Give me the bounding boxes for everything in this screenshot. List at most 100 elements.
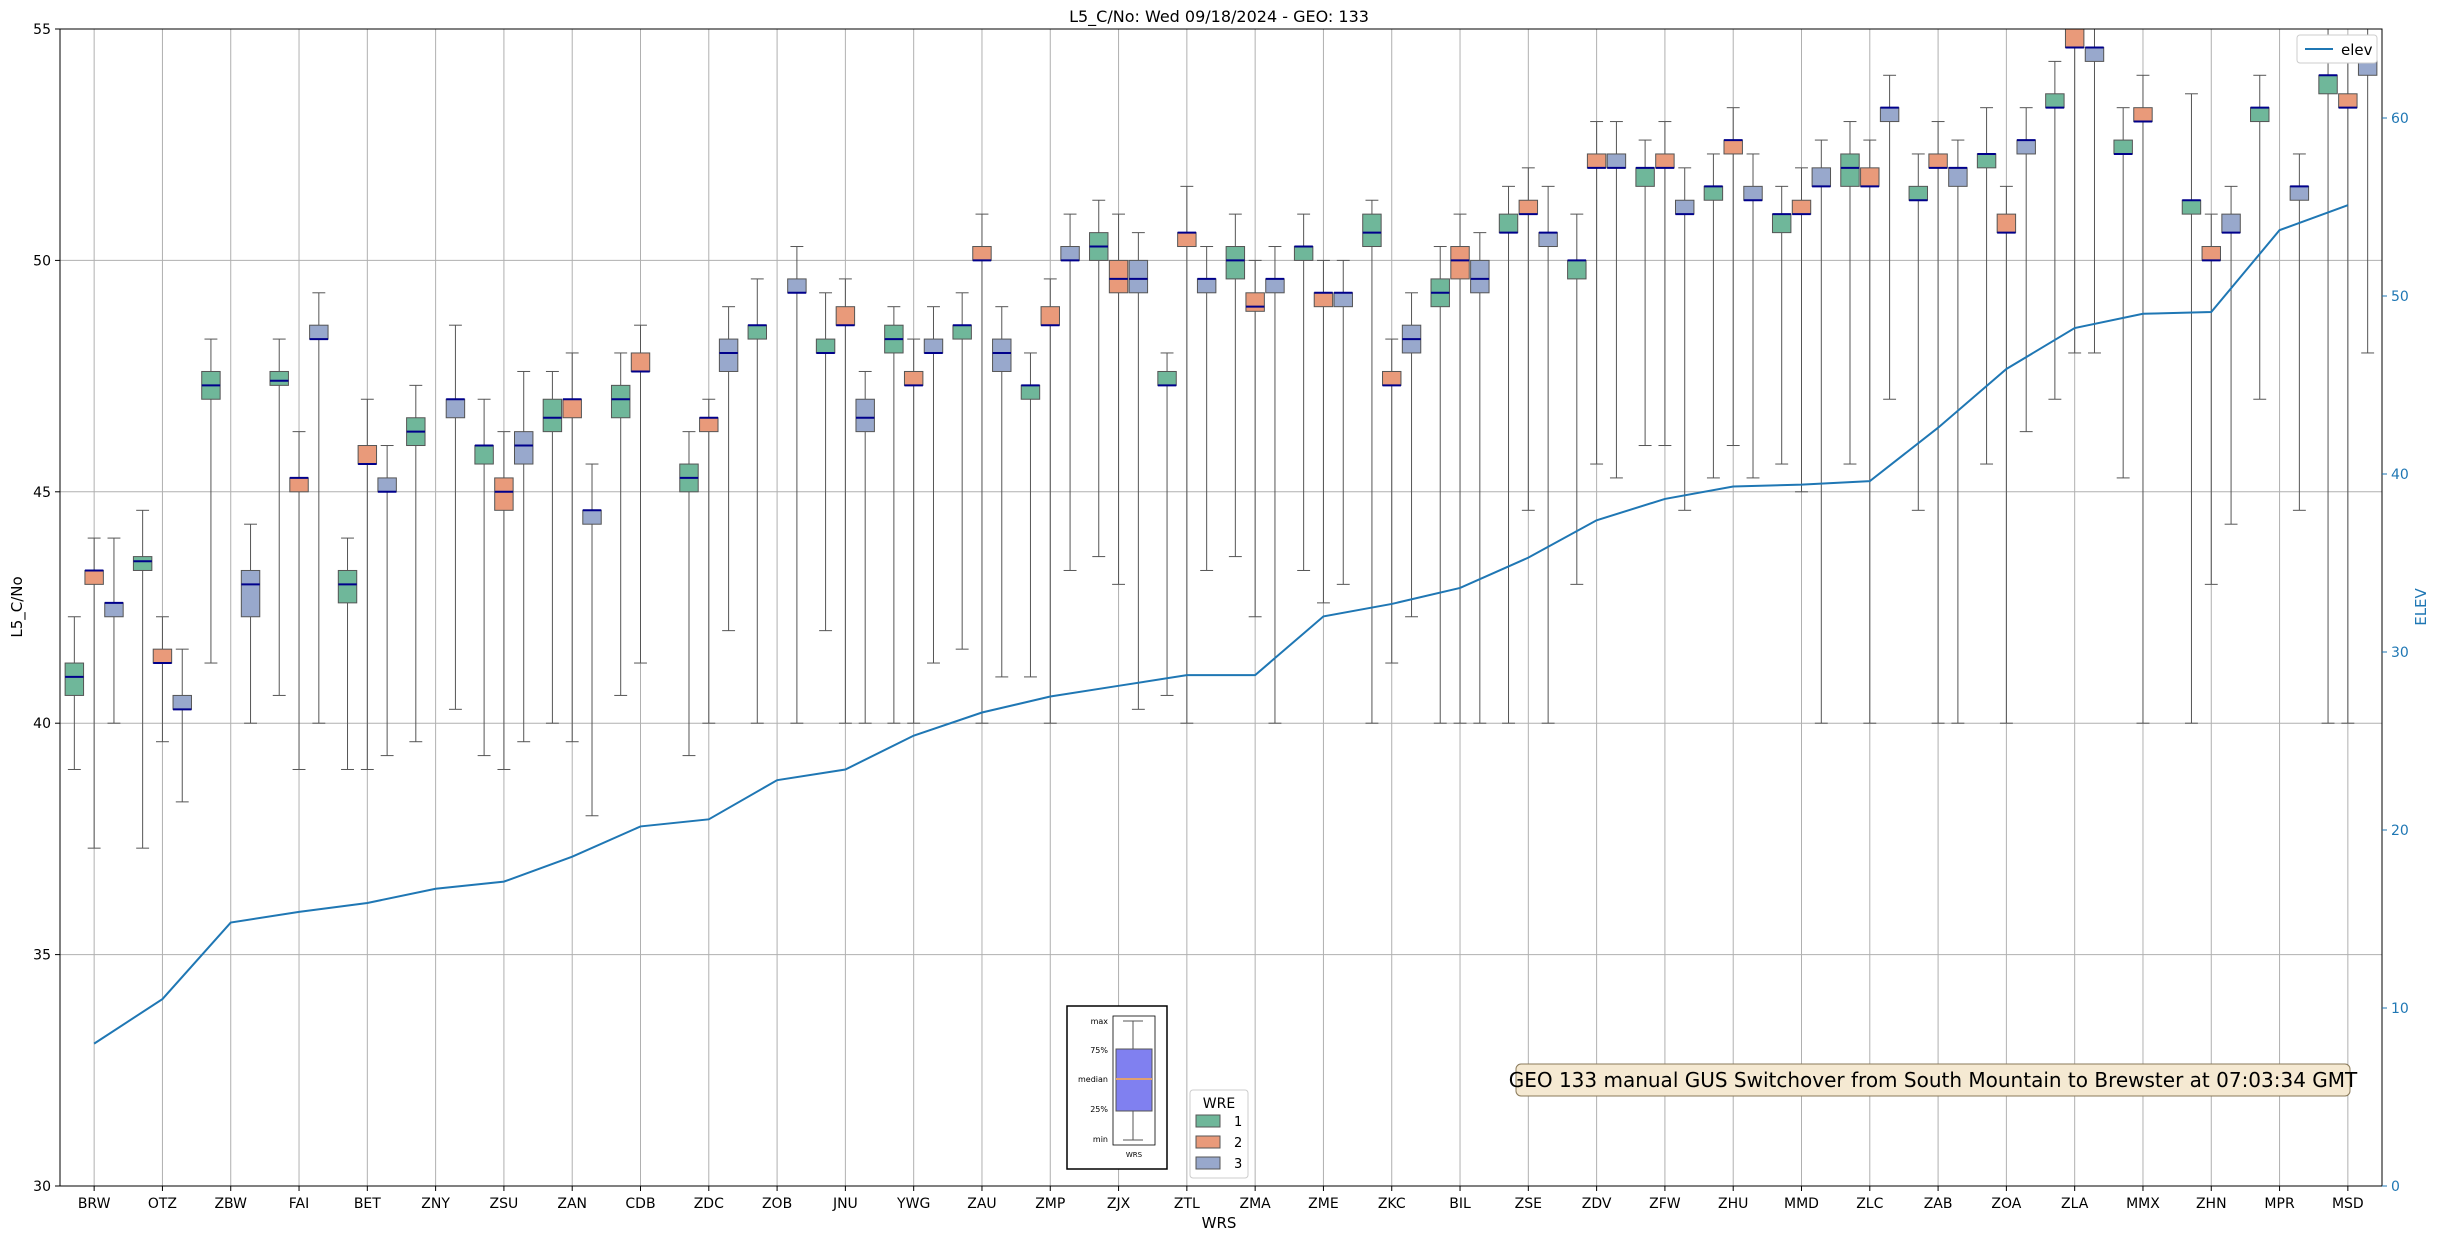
inset-label-median: median (1078, 1075, 1108, 1084)
x-tick-label: ZOA (1991, 1196, 2021, 1212)
plot-frame (59, 28, 2383, 1187)
x-tick-label: ZDC (694, 1196, 724, 1212)
box-wre-3 (1606, 153, 1627, 169)
inset-xlabel: WRS (1126, 1151, 1143, 1159)
box-wre-1 (1635, 167, 1655, 187)
box-wre-2 (1313, 292, 1334, 308)
box-wre-2 (2338, 93, 2358, 109)
box-wre-3 (1470, 259, 1490, 294)
box-wre-2 (903, 370, 924, 386)
box-wre-1 (1362, 213, 1382, 248)
box-wre-2 (2133, 107, 2153, 123)
box-wre-3 (582, 509, 602, 525)
x-tick-label: ZHU (1718, 1196, 1748, 1212)
box-wre-3 (2016, 139, 2036, 155)
x-tick-label: BIL (1449, 1196, 1471, 1212)
x-tick-label: ZAU (967, 1196, 996, 1212)
box-wre-1 (2181, 199, 2202, 215)
x-tick-label: ZME (1308, 1196, 1339, 1212)
box-wre-3 (104, 602, 124, 618)
elev-line (93, 204, 2349, 1045)
inset-label-q1: 25% (1090, 1105, 1108, 1114)
boxes (64, 28, 2378, 711)
chart-title: L5_C/No: Wed 09/18/2024 - GEO: 133 (1069, 7, 1369, 27)
box-wre-2 (1108, 259, 1129, 294)
box-wre-1 (1976, 153, 1997, 169)
box-wre-2 (2201, 246, 2221, 261)
box-wre-2 (1177, 232, 1197, 248)
box-wre-1 (1157, 370, 1177, 386)
x-tick-label: ZBW (214, 1196, 247, 1212)
y-axis-label: L5_C/No (8, 576, 27, 637)
y-tick-label: 30 (33, 1179, 51, 1195)
annotation-box: GEO 133 manual GUS Switchover from South… (1509, 1063, 2358, 1097)
box-wre-3 (1538, 232, 1558, 248)
box-wre-3 (2221, 213, 2241, 234)
box-wre-1 (1840, 153, 1860, 187)
y-tick-label: 40 (33, 716, 51, 732)
box-legend-items: 1 2 3 (1195, 1114, 1242, 1172)
x-tick-label: OTZ (148, 1196, 177, 1212)
x-tick-label: ZJX (1107, 1196, 1131, 1212)
y2-tick-label: 40 (2391, 467, 2409, 483)
x-tick-label: YWG (896, 1196, 930, 1212)
y-tick-label: 50 (33, 253, 51, 269)
box-wre-2 (357, 445, 378, 465)
box-wre-2 (1518, 199, 1539, 215)
box-wre-1 (269, 370, 289, 386)
box-wre-2 (1245, 292, 1265, 312)
x-tick-label: MPR (2264, 1196, 2295, 1212)
box-wre-2 (2064, 28, 2085, 49)
box-legend: WRE 1 2 3 (1189, 1089, 1249, 1179)
y-tick-label: 35 (33, 948, 51, 964)
box-wre-2 (1655, 153, 1675, 169)
box-wre-1 (1567, 259, 1587, 280)
box-wre-1 (747, 324, 768, 340)
box-wre-3 (1060, 246, 1080, 261)
y2-axis-ticks: 0 10 20 30 40 50 60 (2382, 111, 2409, 1195)
x-tick-label: FAI (289, 1196, 309, 1212)
y2-tick-label: 10 (2391, 1001, 2409, 1017)
box-wre-2 (630, 352, 651, 372)
box-wre-1 (2113, 139, 2133, 155)
y2-tick-label: 0 (2391, 1179, 2400, 1195)
box-wre-2 (152, 648, 173, 664)
box-legend-swatch (1195, 1135, 1221, 1149)
box-wre-3 (2289, 185, 2310, 201)
y2-tick-label: 20 (2391, 823, 2409, 839)
box-wre-2 (1450, 246, 1470, 280)
box-wre-2 (1586, 153, 1607, 169)
box-wre-1 (1498, 213, 1519, 234)
box-wre-3 (377, 477, 397, 493)
box-wre-2 (1860, 167, 1880, 187)
elev-legend-label: elev (2341, 41, 2373, 59)
box-wre-2 (562, 398, 582, 419)
box-wre-1 (1225, 246, 1246, 280)
inset-label-q3: 75% (1090, 1046, 1108, 1055)
box-wre-3 (1333, 292, 1353, 308)
x-tick-label: MMX (2126, 1196, 2160, 1212)
box-wre-2 (494, 477, 514, 511)
box-wre-1 (132, 556, 153, 571)
y-axis-ticks: 30 35 40 45 50 55 (33, 22, 60, 1195)
x-tick-label: ZAN (557, 1196, 587, 1212)
x-tick-label: JNU (832, 1196, 858, 1212)
box-wre-2 (84, 569, 104, 585)
x-tick-label: ZHN (2196, 1196, 2227, 1212)
x-tick-label: ZTL (1174, 1196, 1200, 1212)
box-wre-1 (1771, 213, 1792, 234)
box-wre-3 (2084, 47, 2105, 62)
box-wre-3 (172, 694, 192, 710)
x-tick-label: ZKC (1378, 1196, 1406, 1212)
box-wre-2 (1791, 199, 1812, 215)
x-tick-label: ZMA (1240, 1196, 1272, 1212)
elev-line-group (93, 204, 2349, 1045)
elev-legend: elev (2296, 34, 2378, 64)
x-tick-label: ZOB (762, 1196, 792, 1212)
box-wre-3 (787, 278, 807, 294)
box-wre-3 (992, 338, 1012, 372)
box-wre-2 (835, 306, 856, 326)
box-wre-1 (815, 338, 836, 354)
x-axis-label: WRS (1202, 1214, 1237, 1232)
box-wre-3 (1265, 278, 1285, 294)
